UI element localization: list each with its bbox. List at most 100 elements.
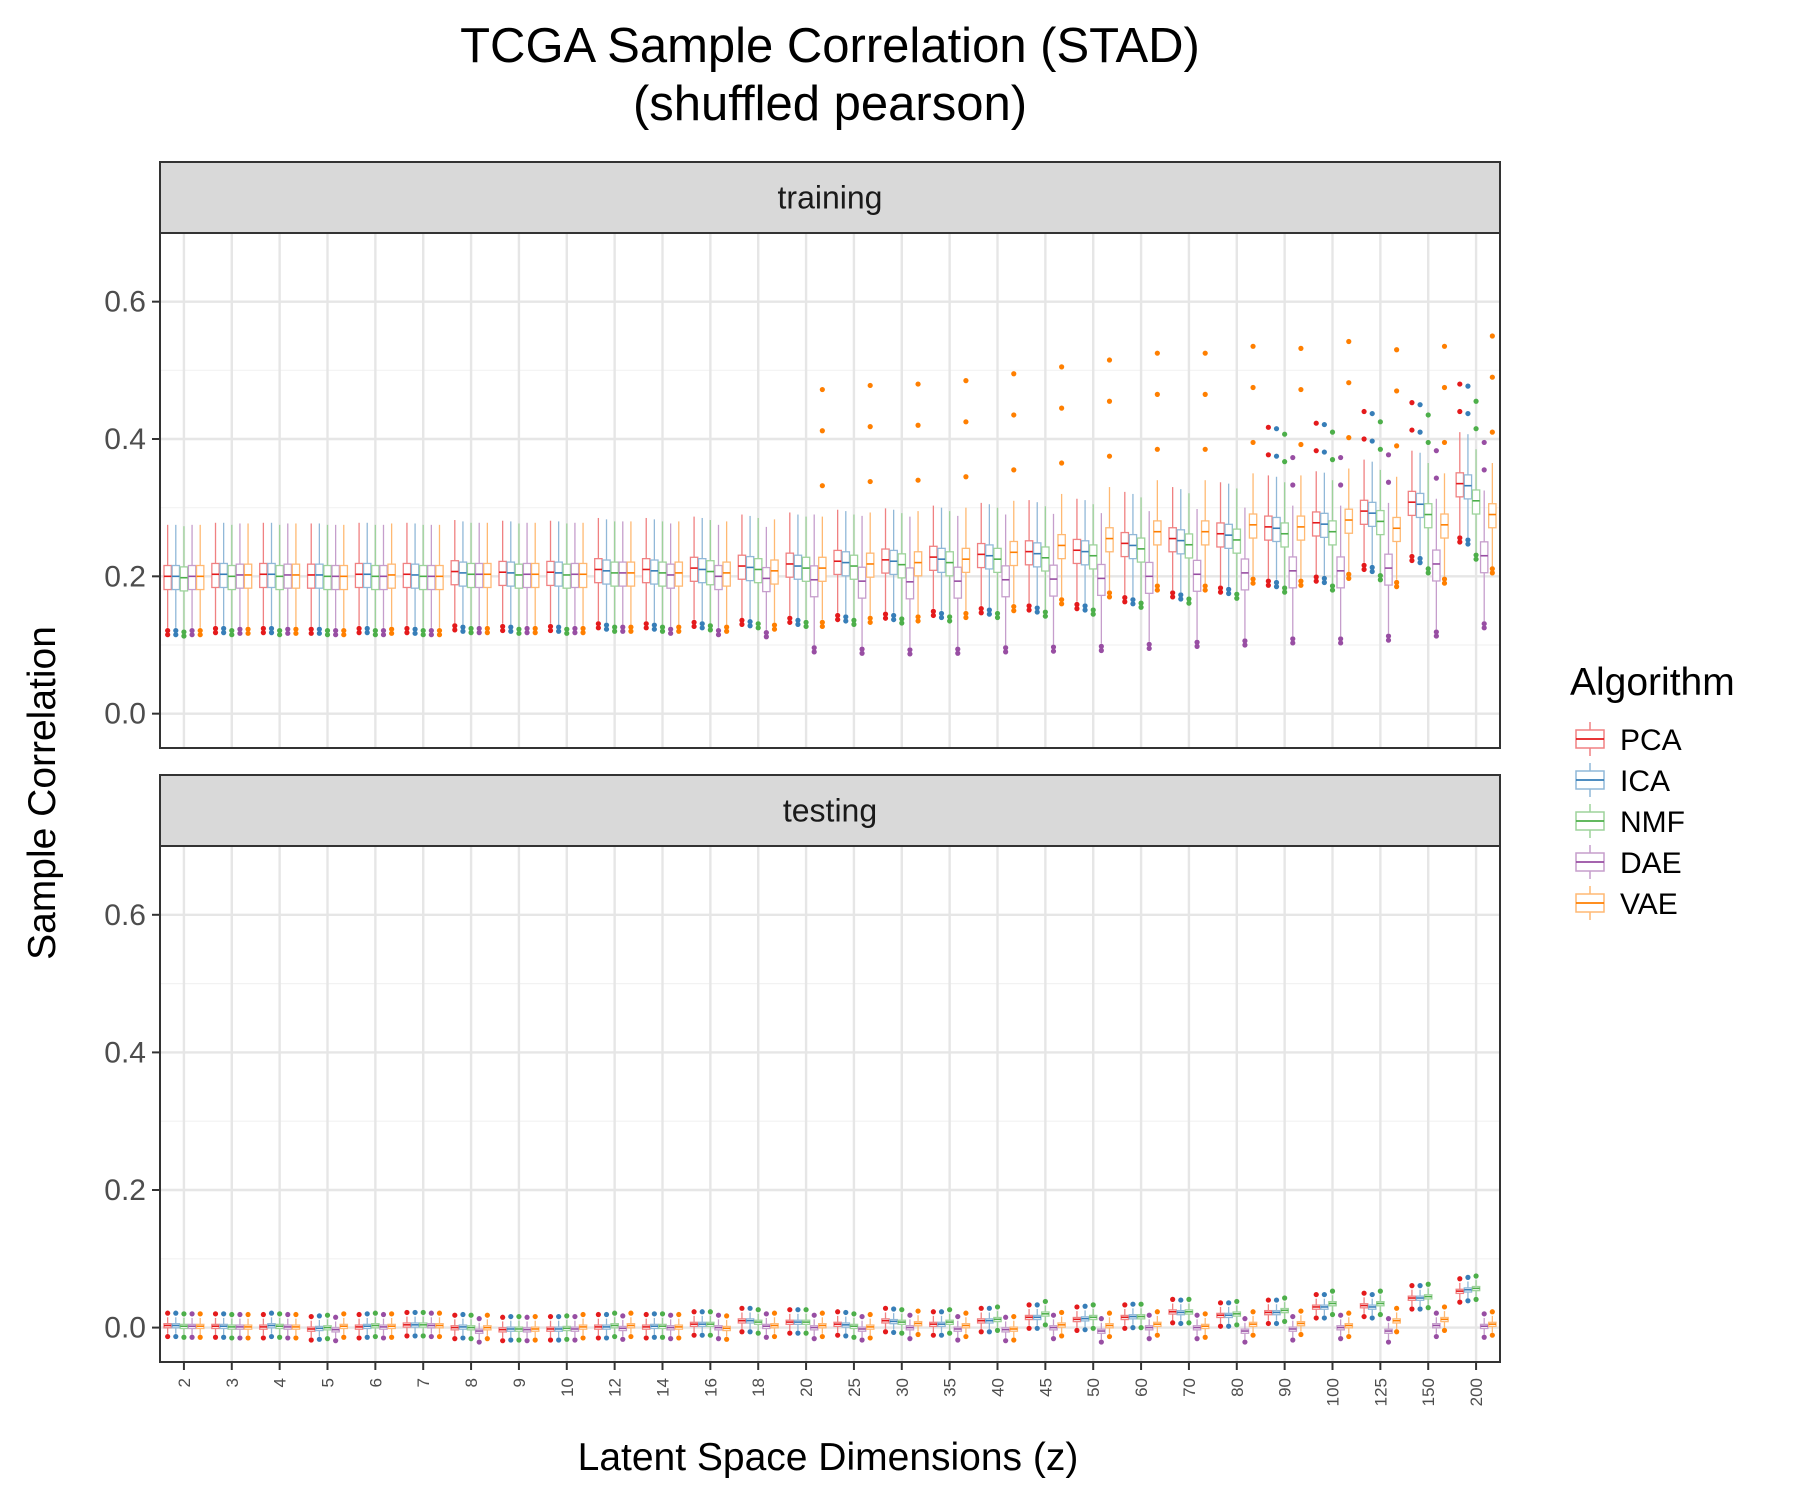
outlier-point xyxy=(1290,1337,1296,1343)
outlier-point xyxy=(1489,429,1495,435)
outlier-point xyxy=(811,1336,817,1342)
outlier-point xyxy=(1170,594,1176,600)
box-training-vae-z60 xyxy=(1153,350,1162,593)
box-testing-pca-z200 xyxy=(1455,1276,1465,1305)
y-tick-label: 0.6 xyxy=(104,286,146,319)
outlier-point xyxy=(1250,384,1256,391)
outlier-point xyxy=(364,630,370,636)
box-training-nmf-z50 xyxy=(1088,504,1098,617)
outlier-point xyxy=(293,1335,299,1341)
outlier-point xyxy=(484,1312,490,1318)
outlier-point xyxy=(1082,1327,1088,1333)
outlier-point xyxy=(412,1333,418,1339)
outlier-point xyxy=(268,630,275,636)
facet-strip xyxy=(159,161,1501,234)
box-testing-dae-z5 xyxy=(331,1314,340,1344)
outlier-point xyxy=(1369,438,1375,444)
box-training-vae-z90 xyxy=(1296,345,1306,588)
box-training-dae-z60 xyxy=(1144,511,1154,652)
outlier-point xyxy=(867,424,873,430)
outlier-point xyxy=(420,1333,426,1339)
outlier-point xyxy=(907,1312,913,1318)
outlier-point xyxy=(173,627,179,634)
outlier-point xyxy=(1346,1310,1352,1316)
box-testing-pca-z7 xyxy=(402,1309,412,1339)
outlier-point xyxy=(1059,601,1065,607)
outlier-point xyxy=(1170,590,1176,596)
outlier-point xyxy=(819,428,825,434)
outlier-point xyxy=(372,632,378,638)
outlier-point xyxy=(819,1310,825,1316)
outlier-point xyxy=(1290,640,1296,646)
outlier-point xyxy=(915,618,921,624)
box-testing-vae-z7 xyxy=(435,1310,444,1340)
outlier-point xyxy=(1186,1296,1192,1302)
outlier-point xyxy=(795,617,801,623)
outlier-point xyxy=(1338,1312,1344,1318)
outlier-point xyxy=(1154,1332,1160,1338)
box-training-nmf-z18 xyxy=(753,517,763,631)
outlier-point xyxy=(595,1311,601,1318)
box-training-ica-z16 xyxy=(697,517,707,631)
outlier-point xyxy=(380,1311,387,1318)
outlier-point xyxy=(978,606,984,612)
box-testing-pca-z100 xyxy=(1311,1291,1321,1321)
box-testing-ica-z14 xyxy=(650,1311,659,1340)
legend-item-ica: ICA xyxy=(1575,763,1670,798)
box-training-vae-z4 xyxy=(291,523,301,636)
box-testing-dae-z4 xyxy=(283,1311,293,1341)
x-axis-ticks: 2 3 4 5 6 7 8 9 10 12 14 16 18 20 25 30 35 40 45 50 60 70 80 90… xyxy=(175,1362,1486,1406)
outlier-point xyxy=(1202,446,1208,452)
outlier-point xyxy=(1011,467,1017,473)
outlier-point xyxy=(1042,1322,1048,1328)
outlier-point xyxy=(389,630,395,636)
outlier-point xyxy=(1186,596,1192,602)
outlier-point xyxy=(212,1311,219,1317)
outlier-point xyxy=(572,1337,578,1343)
outlier-point xyxy=(1465,541,1471,547)
outlier-point xyxy=(595,1335,601,1341)
outlier-point xyxy=(603,1311,610,1318)
outlier-point xyxy=(221,630,227,636)
outlier-point xyxy=(1042,613,1048,619)
outlier-point xyxy=(1090,1325,1096,1331)
box-testing-pca-z20 xyxy=(785,1307,795,1336)
outlier-point xyxy=(891,612,897,619)
outlier-point xyxy=(915,1308,921,1314)
outlier-point xyxy=(1034,1325,1040,1331)
outlier-point xyxy=(612,624,618,630)
outlier-point xyxy=(803,1330,809,1336)
outlier-point xyxy=(978,1305,984,1311)
outlier-point xyxy=(1473,1296,1479,1302)
outlier-point xyxy=(1074,1327,1080,1333)
outlier-point xyxy=(1202,587,1208,593)
outlier-point xyxy=(189,1334,195,1340)
outlier-point xyxy=(547,623,554,630)
outlier-point xyxy=(532,625,538,632)
outlier-point xyxy=(1361,436,1367,442)
outlier-point xyxy=(1361,562,1367,568)
outlier-point xyxy=(819,1333,825,1340)
box-testing-dae-z80 xyxy=(1240,1316,1250,1345)
outlier-point xyxy=(508,624,514,630)
outlier-point xyxy=(651,1311,657,1317)
box-testing-ica-z10 xyxy=(554,1313,563,1343)
x-tick-label: 45 xyxy=(1036,1378,1055,1397)
outlier-point xyxy=(1361,1290,1367,1296)
y-axis-title: Sample Correlation xyxy=(21,626,64,960)
outlier-point xyxy=(699,1309,705,1315)
outlier-point xyxy=(173,1333,179,1340)
outlier-point xyxy=(1226,586,1232,592)
outlier-point xyxy=(237,1311,243,1318)
box-training-vae-z18 xyxy=(770,519,779,632)
outlier-point xyxy=(755,621,761,627)
box-training-dae-z45 xyxy=(1049,513,1058,654)
outlier-point xyxy=(189,1311,195,1317)
outlier-point xyxy=(724,1313,730,1319)
box-testing-vae-z150 xyxy=(1440,1304,1449,1333)
outlier-point xyxy=(221,1311,227,1317)
box-training-ica-z35 xyxy=(937,507,946,621)
box-training-nmf-z90 xyxy=(1280,431,1289,595)
box-testing-vae-z35 xyxy=(961,1310,971,1340)
outlier-point xyxy=(1321,1315,1327,1321)
